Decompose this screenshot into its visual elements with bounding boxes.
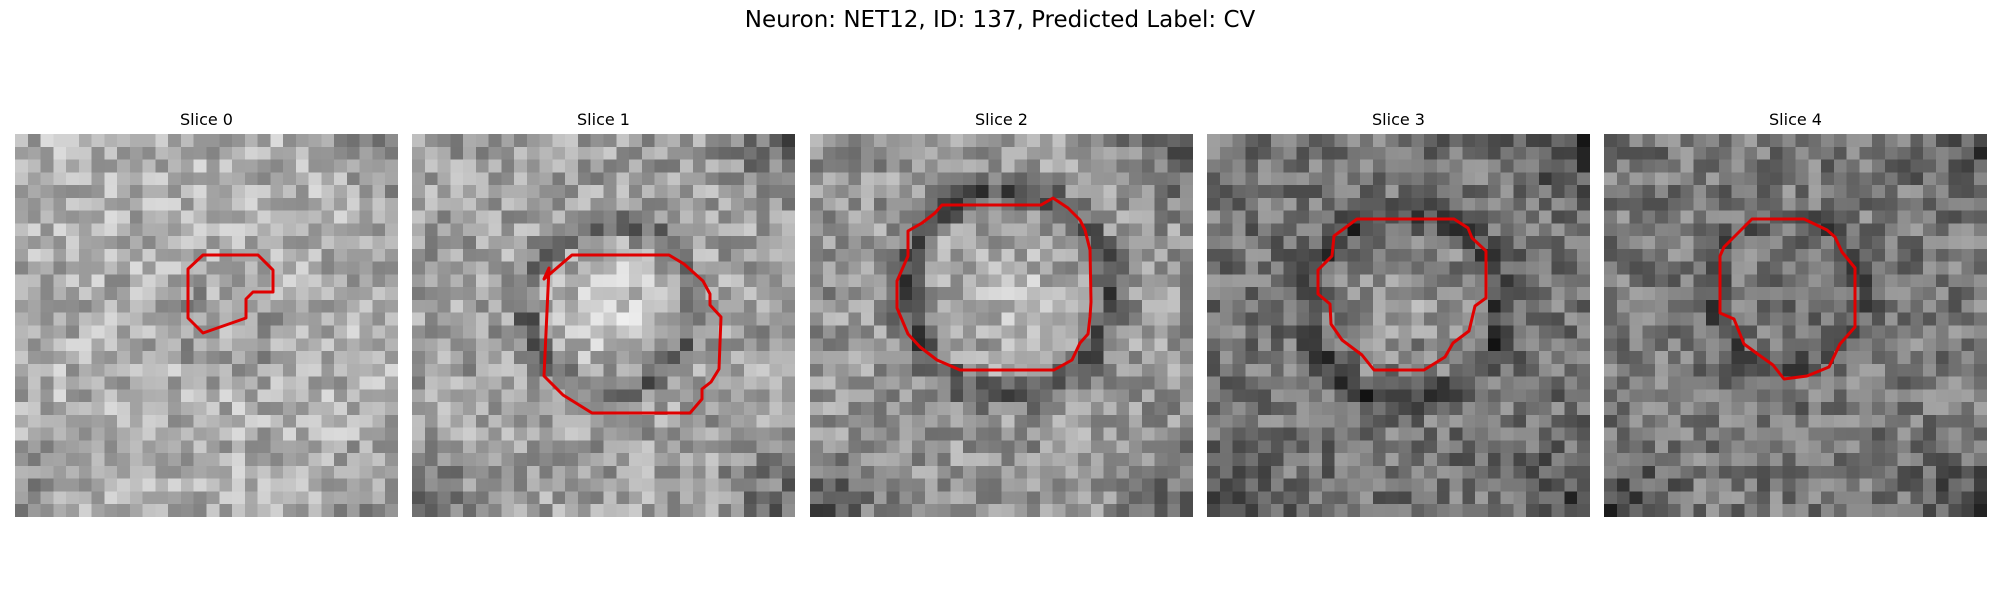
slice-4-outline xyxy=(1718,217,1857,381)
slice-3-image xyxy=(1207,134,1590,517)
slice-3-title: Slice 3 xyxy=(1372,110,1425,129)
slice-2-title: Slice 2 xyxy=(975,110,1028,129)
slice-0-outline xyxy=(186,253,275,335)
slice-0-panel xyxy=(15,134,398,517)
slice-2-panel xyxy=(810,134,1193,517)
slice-1-title: Slice 1 xyxy=(577,110,630,129)
slice-1-outline xyxy=(542,253,723,415)
slice-2-image xyxy=(810,134,1193,517)
slice-2-outline xyxy=(895,196,1093,372)
slice-1-panel xyxy=(412,134,795,517)
slice-4-title: Slice 4 xyxy=(1769,110,1822,129)
slice-0-image xyxy=(15,134,398,517)
slice-3-outline xyxy=(1316,217,1488,372)
figure-title: Neuron: NET12, ID: 137, Predicted Label:… xyxy=(744,7,1256,33)
slice-3-panel xyxy=(1207,134,1590,517)
slice-1-image xyxy=(412,134,795,517)
slice-0-title: Slice 0 xyxy=(180,110,233,129)
slice-4-panel xyxy=(1604,134,1987,517)
slice-4-image xyxy=(1604,134,1987,517)
